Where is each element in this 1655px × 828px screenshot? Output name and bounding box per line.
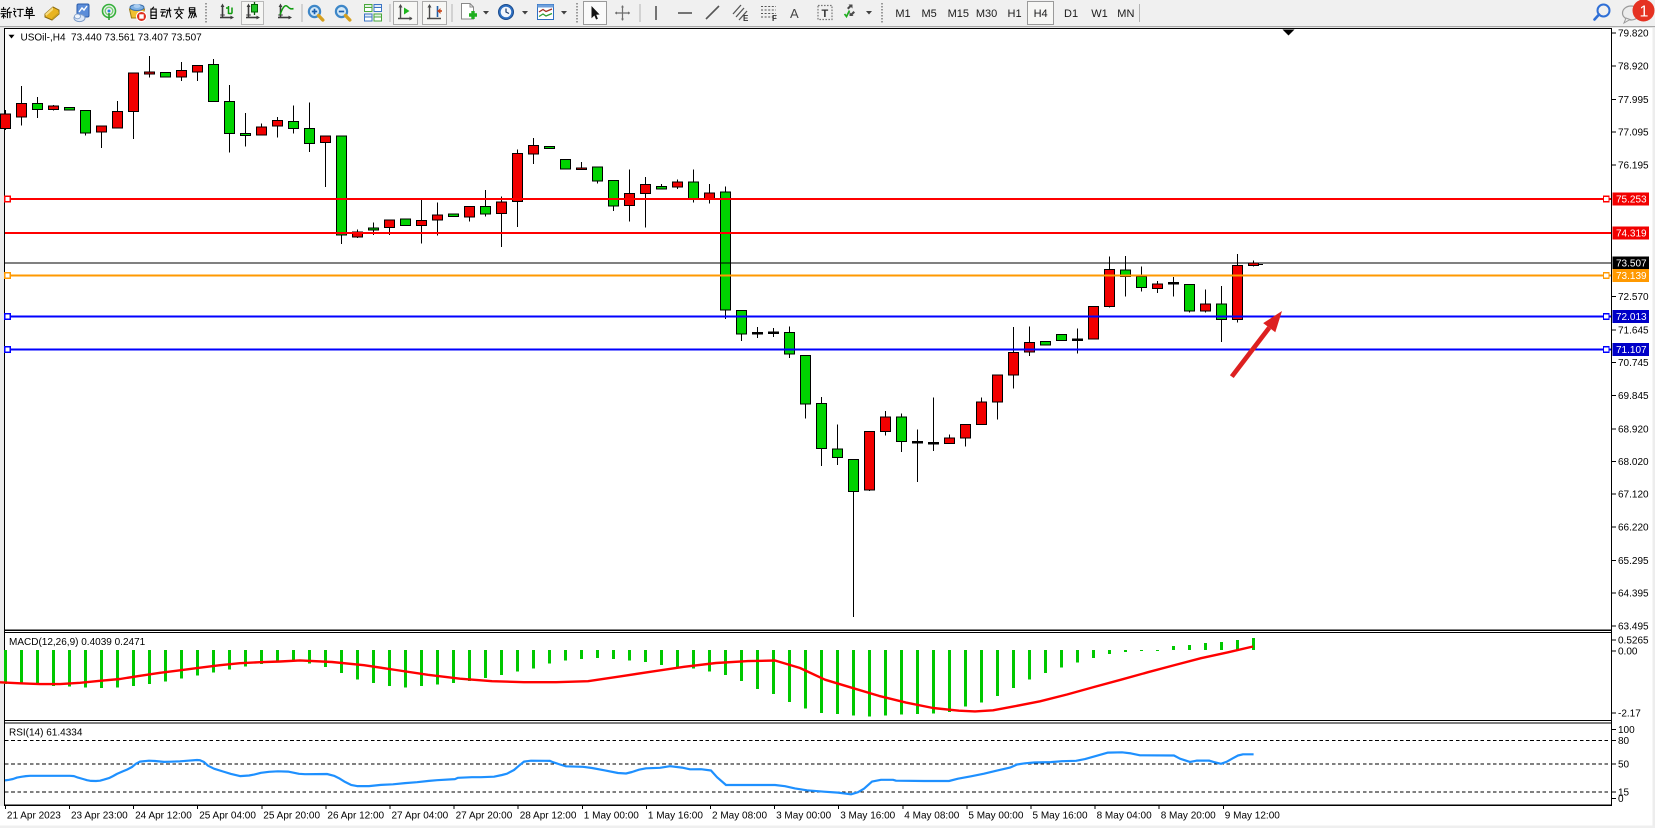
svg-text:27 Apr 20:00: 27 Apr 20:00 (456, 811, 513, 822)
svg-text:28 Apr 12:00: 28 Apr 12:00 (520, 811, 577, 822)
svg-text:F: F (772, 14, 777, 23)
svg-text:E: E (743, 14, 749, 23)
svg-text:8 May 04:00: 8 May 04:00 (1097, 811, 1152, 822)
svg-text:80: 80 (1618, 736, 1630, 747)
svg-text:0.00: 0.00 (1618, 647, 1638, 658)
svg-text:M30: M30 (976, 8, 997, 20)
svg-text:23 Apr 23:00: 23 Apr 23:00 (71, 811, 128, 822)
svg-text:65.295: 65.295 (1618, 556, 1649, 567)
svg-text:100: 100 (1618, 725, 1635, 736)
svg-text:71.107: 71.107 (1616, 345, 1647, 356)
svg-text:0: 0 (1618, 794, 1624, 805)
svg-text:74.319: 74.319 (1616, 229, 1647, 240)
svg-text:68.920: 68.920 (1618, 424, 1649, 435)
svg-text:H4: H4 (1034, 8, 1048, 20)
svg-text:15: 15 (1618, 788, 1630, 799)
svg-text:M5: M5 (922, 8, 937, 20)
svg-text:27 Apr 04:00: 27 Apr 04:00 (392, 811, 449, 822)
svg-text:USOil-,H4 73.440 73.561 73.40: USOil-,H4 73.440 73.561 73.407 73.507 (21, 33, 203, 44)
svg-text:9 May 12:00: 9 May 12:00 (1225, 811, 1280, 822)
svg-text:26 Apr 12:00: 26 Apr 12:00 (327, 811, 384, 822)
svg-text:24 Apr 12:00: 24 Apr 12:00 (135, 811, 192, 822)
svg-text:H1: H1 (1008, 8, 1022, 20)
svg-text:M1: M1 (895, 8, 910, 20)
svg-text:1 May 00:00: 1 May 00:00 (584, 811, 639, 822)
svg-text:63.495: 63.495 (1618, 621, 1649, 632)
svg-text:72.013: 72.013 (1616, 312, 1647, 323)
svg-text:M15: M15 (948, 8, 969, 20)
svg-text:3 May 00:00: 3 May 00:00 (776, 811, 831, 822)
svg-text:73.139: 73.139 (1616, 271, 1647, 282)
svg-text:75.253: 75.253 (1616, 195, 1647, 206)
svg-text:73.507: 73.507 (1616, 259, 1647, 270)
svg-text:68.020: 68.020 (1618, 457, 1649, 468)
svg-text:MACD(12,26,9) 0.4039 0.2471: MACD(12,26,9) 0.4039 0.2471 (9, 637, 146, 648)
svg-text:1 May 16:00: 1 May 16:00 (648, 811, 703, 822)
svg-text:D1: D1 (1064, 8, 1078, 20)
svg-text:5 May 16:00: 5 May 16:00 (1033, 811, 1088, 822)
svg-text:3 May 16:00: 3 May 16:00 (840, 811, 895, 822)
svg-text:76.195: 76.195 (1618, 160, 1649, 171)
svg-text:71.645: 71.645 (1618, 326, 1649, 337)
svg-text:2 May 08:00: 2 May 08:00 (712, 811, 767, 822)
svg-text:50: 50 (1618, 760, 1630, 771)
svg-text:A: A (790, 6, 799, 21)
svg-text:T: T (822, 8, 829, 20)
svg-text:77.995: 77.995 (1618, 95, 1649, 106)
svg-text:25 Apr 20:00: 25 Apr 20:00 (263, 811, 320, 822)
svg-text:78.920: 78.920 (1618, 61, 1649, 72)
svg-text:W1: W1 (1091, 8, 1108, 20)
svg-text:21 Apr 2023: 21 Apr 2023 (7, 811, 61, 822)
svg-text:1: 1 (1640, 4, 1649, 21)
svg-text:MN: MN (1117, 8, 1134, 20)
svg-text:64.395: 64.395 (1618, 589, 1649, 600)
svg-text:66.220: 66.220 (1618, 522, 1649, 533)
svg-text:25 Apr 04:00: 25 Apr 04:00 (199, 811, 256, 822)
svg-text:5 May 00:00: 5 May 00:00 (968, 811, 1023, 822)
svg-text:69.845: 69.845 (1618, 391, 1649, 402)
svg-text:0.5265: 0.5265 (1618, 636, 1649, 647)
svg-text:67.120: 67.120 (1618, 490, 1649, 501)
svg-text:-2.17: -2.17 (1618, 709, 1641, 720)
svg-text:RSI(14) 61.4334: RSI(14) 61.4334 (9, 728, 83, 739)
svg-text:4 May 08:00: 4 May 08:00 (904, 811, 959, 822)
svg-text:72.570: 72.570 (1618, 292, 1649, 303)
svg-text:79.820: 79.820 (1618, 29, 1649, 40)
svg-text:8 May 20:00: 8 May 20:00 (1161, 811, 1216, 822)
svg-text:77.095: 77.095 (1618, 128, 1649, 139)
svg-text:70.745: 70.745 (1618, 358, 1649, 369)
